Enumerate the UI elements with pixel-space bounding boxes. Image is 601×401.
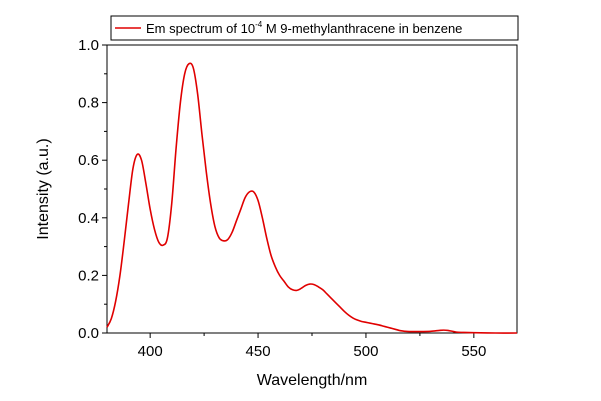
legend: Em spectrum of 10-4 M 9-methylanthracene… <box>110 15 519 41</box>
x-tick-label: 400 <box>138 343 163 360</box>
y-tick-label: 1.0 <box>78 37 99 54</box>
x-tick-label: 450 <box>246 343 271 360</box>
x-axis-title: Wavelength/nm <box>257 372 368 389</box>
legend-prefix: Em spectrum of 10 <box>146 21 255 36</box>
legend-suffix: M 9-methylanthracene in benzene <box>262 21 462 36</box>
plot-frame <box>106 44 518 334</box>
y-tick-label: 0.0 <box>78 325 99 342</box>
x-tick-label: 550 <box>461 343 486 360</box>
ticks-layer: 400 450 500 550 0.0 0.2 0.4 0.6 0.8 1.0 <box>78 37 486 360</box>
y-tick-label: 0.6 <box>78 152 99 169</box>
y-tick-label: 0.4 <box>78 210 99 227</box>
series-layer <box>106 62 518 334</box>
x-tick-label: 500 <box>353 343 378 360</box>
y-tick-label: 0.8 <box>78 95 99 112</box>
legend-label: Em spectrum of 10-4 M 9-methylanthracene… <box>146 20 462 36</box>
y-tick-label: 0.2 <box>78 267 99 284</box>
legend-box <box>110 15 519 41</box>
y-axis-title: Intensity (a.u.) <box>35 138 52 239</box>
spectrum-line <box>106 62 518 334</box>
legend-superscript: -4 <box>255 20 263 29</box>
